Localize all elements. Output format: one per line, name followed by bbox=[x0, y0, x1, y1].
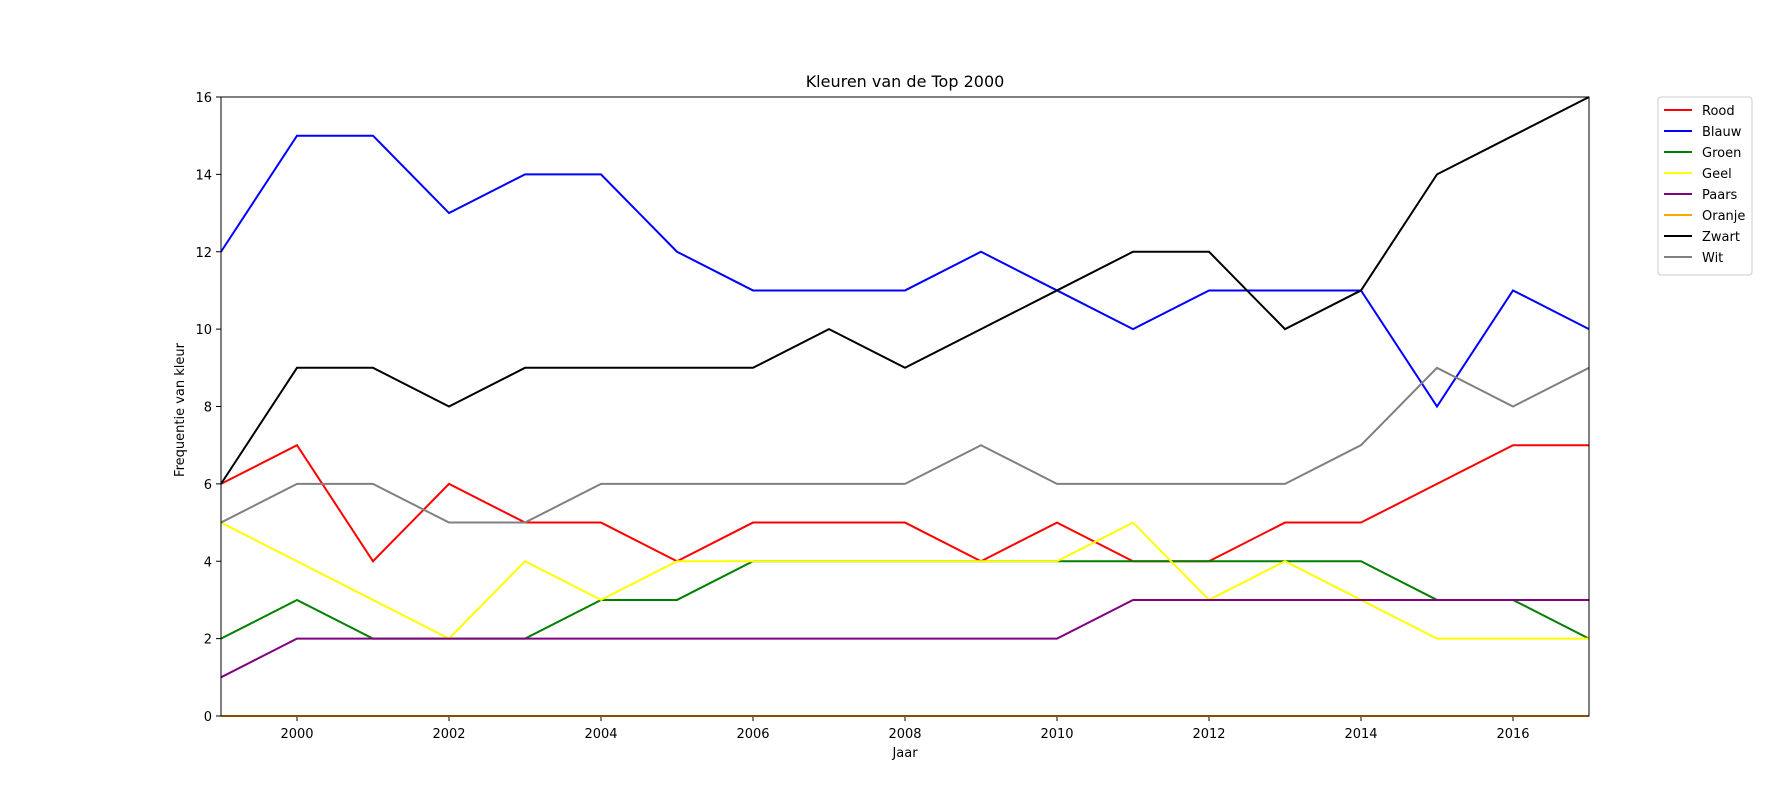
x-axis-label: Jaar bbox=[891, 746, 918, 761]
y-tick-label: 4 bbox=[204, 555, 212, 570]
legend-label: Groen bbox=[1702, 146, 1741, 161]
y-tick-label: 6 bbox=[204, 478, 212, 493]
x-tick-label: 2002 bbox=[432, 727, 465, 742]
legend-label: Paars bbox=[1702, 188, 1738, 203]
y-tick-label: 10 bbox=[195, 323, 212, 338]
legend-label: Rood bbox=[1702, 104, 1735, 119]
x-tick-label: 2006 bbox=[736, 727, 769, 742]
series-lines bbox=[220, 96, 1590, 717]
plot-frame bbox=[220, 96, 1590, 717]
y-tick-label: 14 bbox=[195, 168, 212, 183]
series-line-rood bbox=[220, 443, 1589, 563]
x-tick-label: 2012 bbox=[1192, 727, 1225, 742]
x-tick-label: 2008 bbox=[888, 727, 921, 742]
series-line-blauw bbox=[220, 134, 1590, 409]
x-tick-label: 2010 bbox=[1040, 727, 1073, 742]
y-tick-label: 16 bbox=[195, 91, 212, 106]
series-line-zwart bbox=[220, 96, 1590, 485]
legend-label: Wit bbox=[1702, 251, 1723, 266]
legend-label: Geel bbox=[1702, 167, 1732, 182]
y-tick-label: 2 bbox=[204, 633, 212, 648]
x-tick-label: 2000 bbox=[280, 727, 313, 742]
x-tick-label: 2004 bbox=[584, 727, 617, 742]
y-tick-label: 12 bbox=[195, 246, 212, 261]
legend-label: Oranje bbox=[1702, 209, 1745, 224]
series-line-wit bbox=[220, 366, 1590, 524]
x-tick-label: 2016 bbox=[1496, 727, 1529, 742]
legend-label: Blauw bbox=[1702, 125, 1742, 140]
y-tick-label: 0 bbox=[204, 710, 212, 725]
y-tick-label: 8 bbox=[204, 401, 212, 416]
series-line-geel bbox=[220, 521, 1589, 640]
y-axis: 0 2 4 6 8 10 12 14 16 bbox=[195, 91, 221, 725]
y-axis-label: Frequentie van kleur bbox=[173, 342, 188, 477]
legend-box bbox=[1657, 96, 1753, 276]
series-line-paars bbox=[220, 598, 1589, 679]
x-tick-label: 2014 bbox=[1344, 727, 1377, 742]
legend-label: Zwart bbox=[1702, 230, 1740, 245]
x-axis: 2000 2002 2004 2006 2008 2010 2012 2014 2016 bbox=[280, 716, 1530, 742]
legend: Rood Blauw Groen Geel Paars Oranje Zwart Wit bbox=[1657, 96, 1753, 276]
chart-title: Kleuren van de Top 2000 bbox=[806, 72, 1005, 91]
